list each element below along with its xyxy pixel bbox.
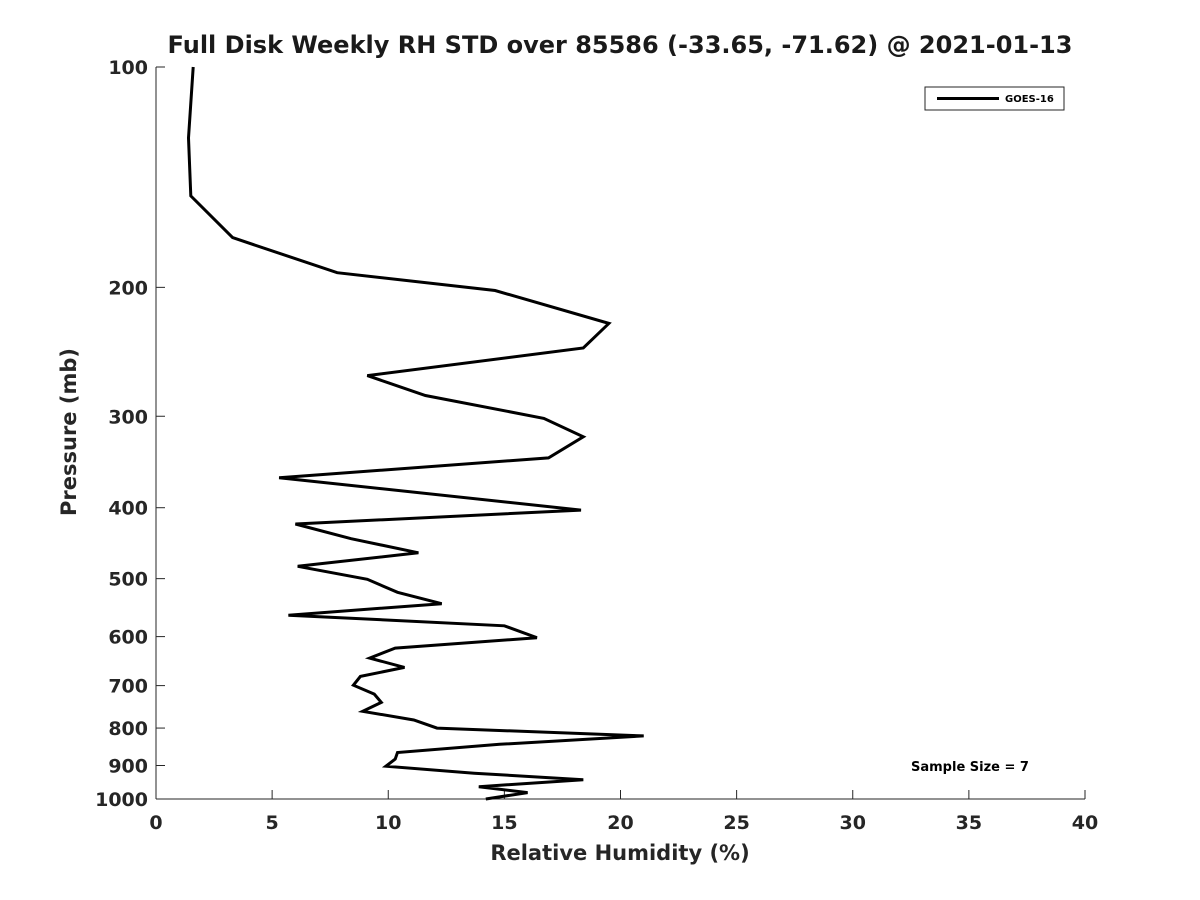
x-tick-label: 20 <box>607 812 633 834</box>
y-tick-label: 700 <box>108 676 148 698</box>
y-tick-label: 100 <box>108 57 148 79</box>
y-tick-label: 1000 <box>95 789 148 811</box>
legend: GOES-16 <box>924 86 1065 111</box>
x-tick-label: 0 <box>149 812 162 834</box>
x-tick-label: 15 <box>491 812 517 834</box>
y-tick-label: 500 <box>108 569 148 591</box>
x-tick-label: 30 <box>840 812 866 834</box>
series-line-goes-16 <box>186 66 644 801</box>
y-tick-label: 900 <box>108 756 148 778</box>
y-axis-label: Pressure (mb) <box>57 348 81 516</box>
sample-size-annotation: Sample Size = 7 <box>911 760 1029 775</box>
chart-title: Full Disk Weekly RH STD over 85586 (-33.… <box>168 31 1073 59</box>
plot-area: 0 5 10 15 20 25 30 35 40 100 200 300 400 500 600 700 80… <box>95 57 1098 834</box>
y-tick-label: 600 <box>108 627 148 649</box>
y-tick-label: 400 <box>108 498 148 520</box>
y-tick-label: 800 <box>108 718 148 740</box>
x-tick-label: 35 <box>956 812 982 834</box>
y-tick-label: 200 <box>108 277 148 299</box>
x-tick-label: 5 <box>266 812 279 834</box>
x-axis-ticks: 0 5 10 15 20 25 30 35 40 <box>149 790 1098 834</box>
x-tick-label: 40 <box>1072 812 1098 834</box>
x-tick-label: 10 <box>375 812 401 834</box>
legend-label-goes-16: GOES-16 <box>1005 94 1054 105</box>
x-tick-label: 25 <box>723 812 749 834</box>
y-axis-ticks: 100 200 300 400 500 600 700 800 900 1000 <box>95 57 165 811</box>
y-tick-label: 300 <box>108 406 148 428</box>
x-axis-label: Relative Humidity (%) <box>490 841 749 865</box>
